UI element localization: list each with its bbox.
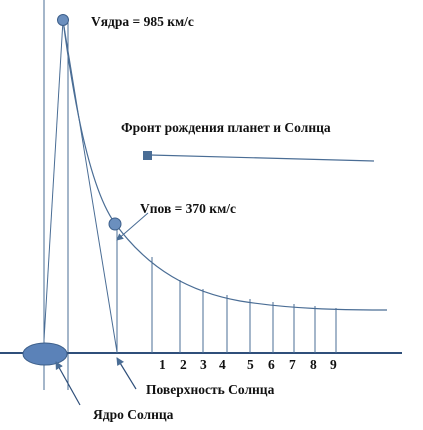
front-arrow-line	[149, 154, 375, 162]
sun-surface-pointer	[116, 357, 137, 390]
planet-number: 7	[289, 357, 296, 372]
core-spike-right	[62, 19, 118, 353]
planet-number: 9	[330, 357, 337, 372]
core-velocity-marker	[57, 14, 69, 26]
sun-core-label: Ядро Солнца	[93, 407, 174, 422]
surface-velocity-label: Vпов = 370 км/с	[140, 201, 236, 216]
surface-velocity-pointer	[116, 212, 149, 241]
planet-number: 3	[200, 357, 207, 372]
velocity-decay-curve	[62, 19, 388, 311]
planet-number: 1	[159, 357, 166, 372]
planet-number: 2	[180, 357, 187, 372]
sun-core-ellipse	[22, 342, 68, 366]
front-label: Фронт рождения планет и Солнца	[121, 120, 331, 135]
sun-surface-label: Поверхность Солнца	[146, 382, 275, 397]
planet-number: 5	[247, 357, 254, 372]
core-spike-left	[43, 19, 64, 341]
front-arrow-head	[143, 151, 152, 160]
planet-number: 6	[268, 357, 275, 372]
core-velocity-label: Vядра = 985 км/с	[91, 14, 194, 29]
sun-core-pointer	[55, 361, 81, 406]
planet-number: 8	[310, 357, 317, 372]
planet-number: 4	[219, 357, 226, 372]
surface-velocity-marker	[108, 217, 122, 231]
